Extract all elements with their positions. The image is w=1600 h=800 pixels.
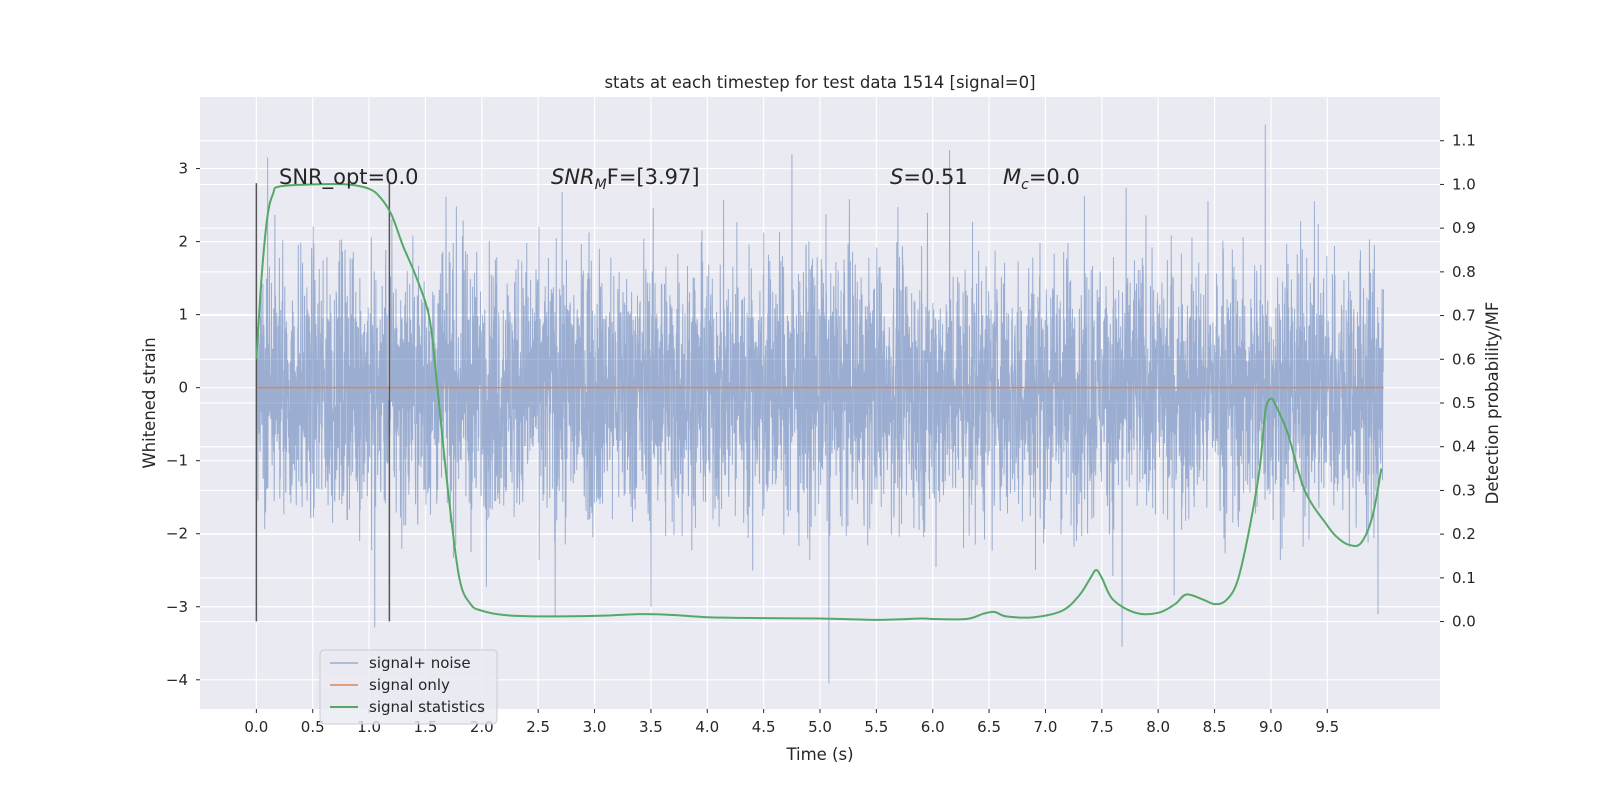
- annotation-snr-opt: SNR_opt=0.0: [279, 165, 419, 190]
- legend: signal+ noise signal only signal statist…: [319, 649, 498, 725]
- y-right-tick-label: 0.9: [1452, 219, 1476, 237]
- noise-trace: [255, 124, 1385, 684]
- y-left-tick-label: 2: [178, 233, 188, 251]
- annotation-mc-text: =0.0: [1029, 165, 1080, 189]
- y-right-tick-label: 0.4: [1452, 438, 1476, 456]
- annotation-snr-mf-text: F=[3.97]: [607, 165, 700, 189]
- annotations: SNR_opt=0.0 SNRMF=[3.97] S=0.51 Mc=0.0: [279, 165, 1080, 193]
- y-left-tick-label: −1: [166, 452, 188, 470]
- annotation-mc-symbol: M: [1003, 165, 1021, 189]
- y-right-tick-label: 0.2: [1452, 525, 1476, 543]
- y-left-tick-label: −4: [166, 671, 188, 689]
- x-tick-label: 8.5: [1203, 718, 1227, 736]
- x-tick-label: 3.0: [583, 718, 607, 736]
- annotation-snr-opt-text: SNR_opt=0.0: [279, 165, 419, 190]
- y-left-tick-label: 0: [178, 379, 188, 397]
- annotation-s-text: =0.51: [903, 165, 967, 189]
- x-tick-label: 0.0: [244, 718, 268, 736]
- y-left-tick-label: −3: [166, 598, 188, 616]
- x-tick-label: 4.5: [752, 718, 776, 736]
- x-tick-label: 5.0: [808, 718, 832, 736]
- x-tick-label: 6.5: [977, 718, 1001, 736]
- y-left-tick-label: 3: [178, 160, 188, 178]
- y-axis-left-label: Whitened strain: [140, 337, 159, 468]
- x-tick-label: 9.0: [1259, 718, 1283, 736]
- x-tick-label: 5.5: [864, 718, 888, 736]
- x-tick-label: 6.0: [921, 718, 945, 736]
- y-right-tick-label: 1.1: [1452, 132, 1476, 150]
- annotation-snr-mf-symbol: SNR: [551, 165, 595, 189]
- legend-label-signal-statistics: signal statistics: [369, 698, 485, 716]
- legend-label-signal-plus-noise: signal+ noise: [369, 654, 471, 672]
- x-tick-label: 3.5: [639, 718, 663, 736]
- legend-box: [319, 649, 498, 725]
- vertical-markers: [255, 183, 391, 622]
- y-right-tick-label: 0.7: [1452, 307, 1476, 325]
- y-right-tick-label: 0.3: [1452, 481, 1476, 499]
- y-right-tick-label: 0.0: [1452, 613, 1476, 631]
- series-signal-statistics: [255, 183, 1383, 621]
- signal-statistics-line: [255, 183, 1383, 621]
- x-tick-label: 4.0: [695, 718, 719, 736]
- tick-labels: 0.0 0.5 1.0 1.5 2.0 2.5 3.0 3.5 4.0 4.5 5.0 5.5 6.0 6…: [166, 132, 1476, 736]
- x-tick-label: 7.0: [1034, 718, 1058, 736]
- x-tick-label: 9.5: [1315, 718, 1339, 736]
- x-tick-label: 0.5: [301, 718, 325, 736]
- x-tick-label: 2.5: [526, 718, 550, 736]
- x-axis-label: Time (s): [785, 745, 853, 764]
- y-left-tick-label: −2: [166, 525, 188, 543]
- y-right-tick-label: 1.0: [1452, 175, 1476, 193]
- x-tick-label: 8.0: [1146, 718, 1170, 736]
- y-right-tick-label: 0.6: [1452, 350, 1476, 368]
- annotation-snr-mf-subscript: M: [595, 177, 607, 193]
- annotation-mc: Mc=0.0: [1003, 165, 1080, 193]
- y-axis-right-label: Detection probability/MF: [1483, 302, 1502, 505]
- x-tick-label: 7.5: [1090, 718, 1114, 736]
- chart-title: stats at each timestep for test data 151…: [604, 73, 1035, 92]
- annotation-s-symbol: S: [890, 165, 903, 189]
- annotation-snr-mf: SNRMF=[3.97]: [551, 165, 700, 193]
- series-signal-plus-noise: [255, 124, 1385, 684]
- y-left-tick-label: 1: [178, 306, 188, 324]
- y-right-tick-label: 0.8: [1452, 263, 1476, 281]
- annotation-mc-subscript: c: [1021, 177, 1029, 193]
- legend-label-signal-only: signal only: [369, 676, 450, 694]
- y-right-tick-label: 0.5: [1452, 394, 1476, 412]
- y-right-tick-label: 0.1: [1452, 569, 1476, 587]
- annotation-s: S=0.51: [890, 165, 968, 189]
